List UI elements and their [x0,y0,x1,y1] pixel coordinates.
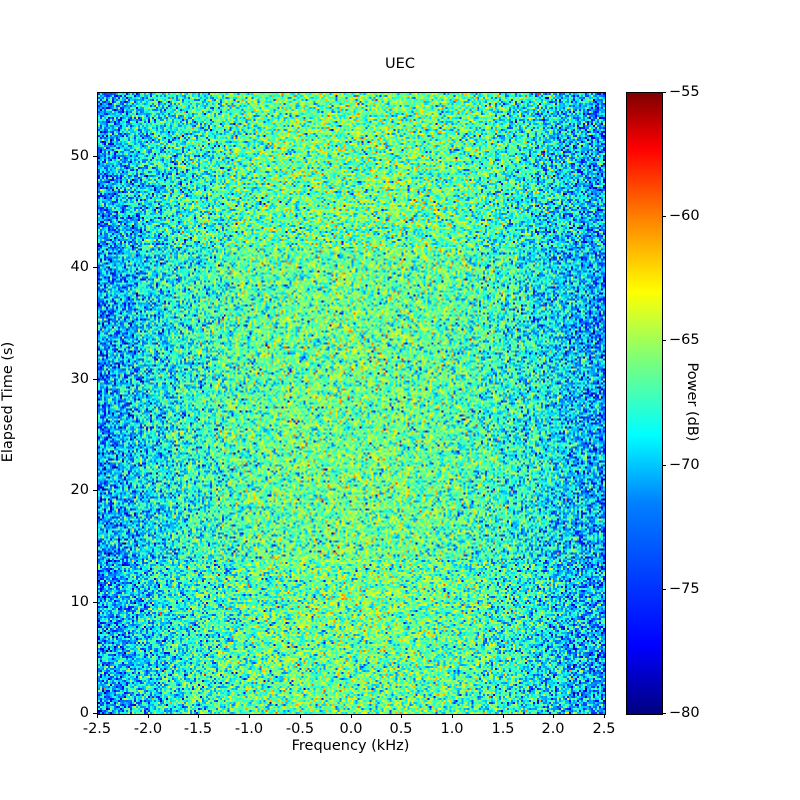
tick-mark [662,465,666,466]
colorbar-label: Power (dB) [684,362,700,442]
tick-mark [93,602,97,603]
tick-mark [662,92,666,93]
tick-mark [604,714,605,718]
tick-mark [503,714,504,718]
x-tick-label: -0.5 [285,721,315,737]
colorbar-gradient [627,93,662,714]
x-tick-label: 0.0 [339,721,363,737]
spectrogram-image [98,93,605,714]
spectrogram-plot-area [97,92,606,715]
y-tick-label: 20 [70,482,89,498]
x-tick-label: 0.5 [389,721,413,737]
colorbar-tick-label: −70 [669,457,700,473]
tick-mark [249,714,250,718]
colorbar-tick-label: −55 [669,84,700,100]
y-axis-label: Elapsed Time (s) [0,341,16,463]
x-tick-label: 2.5 [592,721,616,737]
tick-mark [148,714,149,718]
title-line-station: UEC [385,56,415,72]
tick-mark [553,714,554,718]
colorbar [626,92,663,715]
y-tick-label: 0 [79,705,89,721]
x-tick-label: 1.0 [440,721,464,737]
x-tick-label: -1.5 [183,721,213,737]
tick-mark [300,714,301,718]
y-tick-label: 10 [70,594,89,610]
tick-mark [93,713,97,714]
tick-mark [452,714,453,718]
y-tick-label: 30 [70,371,89,387]
tick-mark [93,490,97,491]
colorbar-tick-label: −75 [669,581,700,597]
x-tick-label: -2.5 [82,721,112,737]
colorbar-tick-label: −80 [669,705,700,721]
tick-mark [93,267,97,268]
x-tick-label: -1.0 [234,721,264,737]
x-axis-label: Frequency (kHz) [291,738,410,754]
tick-mark [662,589,666,590]
tick-mark [93,379,97,380]
tick-mark [662,216,666,217]
tick-mark [401,714,402,718]
tick-mark [198,714,199,718]
y-tick-label: 50 [70,148,89,164]
tick-mark [662,340,666,341]
x-tick-label: 1.5 [491,721,515,737]
colorbar-tick-label: −60 [669,208,700,224]
x-tick-label: 2.0 [541,721,565,737]
tick-mark [97,714,98,718]
tick-mark [351,714,352,718]
colorbar-tick-label: −65 [669,332,700,348]
tick-mark [93,156,97,157]
tick-mark [662,713,666,714]
x-tick-label: -2.0 [133,721,163,737]
y-tick-label: 40 [70,259,89,275]
